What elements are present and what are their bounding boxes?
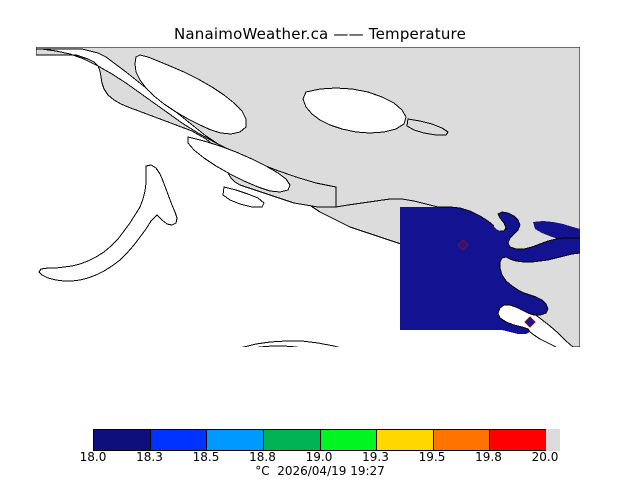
colorbar-tick-3: 18.8 — [249, 450, 276, 464]
colorbar-swatch-3[interactable] — [263, 430, 321, 450]
colorbar-swatch-5[interactable] — [377, 430, 434, 450]
station-marker-1[interactable] — [457, 239, 469, 251]
colorbar-swatch-0[interactable] — [94, 430, 151, 450]
temperature-map[interactable] — [36, 47, 580, 347]
colorbar-tick-labels: 18.0 18.3 18.5 18.8 19.0 19.3 19.5 19.8 … — [0, 450, 640, 464]
page-title: NanaimoWeather.ca —— Temperature — [173, 25, 466, 43]
coastal-inlet-channel — [187, 136, 291, 193]
colorbar-swatch-2[interactable] — [207, 430, 264, 450]
colorbar-tick-4: 19.0 — [305, 450, 333, 464]
overlay-coastline — [335, 198, 580, 347]
coastal-inlet-north — [134, 54, 247, 135]
colorbar-tick-2: 18.5 — [192, 450, 220, 464]
colorbar-tick-5: 19.3 — [362, 450, 389, 464]
colorbar-overflow-swatch — [546, 429, 560, 451]
overlay-field — [400, 207, 580, 334]
lake-spit — [406, 118, 449, 136]
inland-lake — [302, 87, 407, 134]
colorbar-tick-0: 18.0 — [79, 450, 107, 464]
colorbar-swatch-4[interactable] — [320, 430, 378, 450]
coastline-notch-a — [222, 186, 265, 208]
colorbar-swatch-1[interactable] — [150, 430, 208, 450]
station-marker-2[interactable] — [524, 316, 536, 328]
colorbar-tick-1: 18.3 — [136, 450, 163, 464]
colorbar-caption: °C 2026/04/19 19:27 — [255, 464, 385, 478]
colorbar-swatch-7[interactable] — [490, 430, 546, 450]
colorbar-swatch-6[interactable] — [433, 430, 491, 450]
colorbar-tick-8: 20.0 — [531, 450, 559, 464]
long-island-south — [240, 340, 340, 347]
temperature-colorbar[interactable] — [93, 429, 547, 451]
station-markers[interactable] — [457, 239, 536, 328]
map-canvas[interactable] — [36, 47, 580, 347]
colorbar-tick-6: 19.5 — [418, 450, 446, 464]
colorbar-tick-7: 19.8 — [475, 450, 502, 464]
narrow-island-west — [38, 164, 178, 282]
